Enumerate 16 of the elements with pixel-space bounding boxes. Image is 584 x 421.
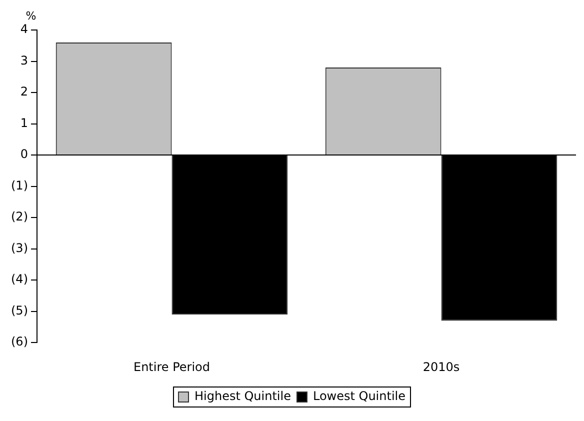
y-tick-label: 3 bbox=[20, 53, 28, 68]
legend-label: Lowest Quintile bbox=[312, 389, 406, 404]
x-tick-label: 2010s bbox=[422, 360, 460, 374]
y-tick-label: (5) bbox=[11, 303, 28, 318]
y-tick-label: 4 bbox=[20, 22, 28, 36]
y-tick-label: (6) bbox=[11, 334, 28, 349]
y-tick-label: (2) bbox=[11, 210, 28, 224]
y-tick-label: 0 bbox=[20, 147, 28, 162]
y-tick-label: 2 bbox=[20, 84, 28, 99]
legend-label: Highest Quintile bbox=[194, 389, 291, 404]
y-tick-label: 1 bbox=[20, 116, 28, 130]
x-tick-label: Entire Period bbox=[133, 360, 210, 374]
y-tick-label: (4) bbox=[11, 272, 28, 286]
y-axis-title: % bbox=[26, 9, 36, 22]
y-tick-label: (3) bbox=[11, 240, 28, 255]
y-tick-label: (1) bbox=[11, 178, 28, 192]
